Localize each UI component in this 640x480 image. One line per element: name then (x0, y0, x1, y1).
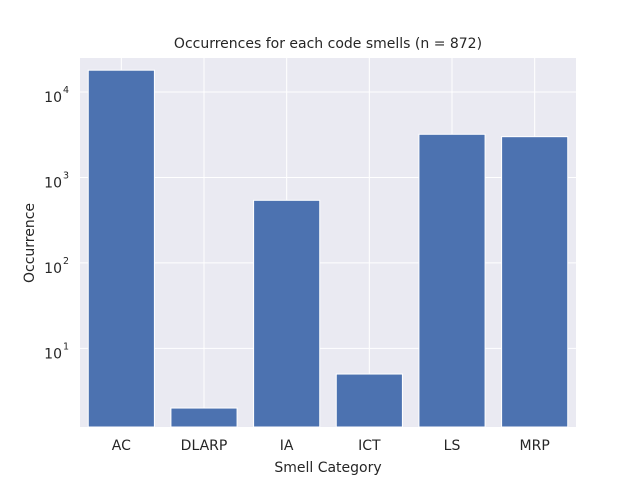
x-axis-label: Smell Category (274, 460, 381, 476)
bar-ac (87, 69, 155, 428)
x-tick-labels: AC DLARP IA ICT LS MRP (112, 438, 550, 454)
x-tick-label: AC (112, 438, 131, 454)
y-tick-exponent: 3 (63, 170, 69, 181)
x-tick-label: DLARP (181, 438, 228, 454)
plot-area (80, 58, 576, 427)
chart-title: Occurrences for each code smells (n = 87… (174, 36, 482, 52)
y-tick-label: 10 4 (44, 85, 69, 106)
bars (87, 69, 569, 428)
x-tick-label: LS (444, 438, 461, 454)
y-tick-base: 10 (44, 175, 62, 191)
y-tick-label: 10 2 (44, 256, 69, 277)
bar-ict (335, 373, 403, 428)
y-tick-label: 10 1 (44, 341, 69, 362)
x-tick-label: ICT (358, 438, 381, 454)
y-tick-exponent: 4 (63, 85, 69, 96)
y-tick-base: 10 (44, 261, 62, 277)
x-tick-label: MRP (520, 438, 550, 454)
y-tick-base: 10 (44, 346, 62, 362)
bar-ia (253, 199, 321, 428)
y-tick-base: 10 (44, 90, 62, 106)
y-tick-exponent: 1 (63, 341, 69, 352)
y-axis-label: Occurrence (22, 203, 38, 283)
x-tick-label: IA (280, 438, 294, 454)
y-tick-label: 10 3 (44, 170, 69, 191)
bar-dlarp (170, 407, 238, 428)
bar-ls (418, 133, 486, 428)
bar-mrp (501, 136, 569, 428)
y-tick-exponent: 2 (63, 256, 69, 267)
